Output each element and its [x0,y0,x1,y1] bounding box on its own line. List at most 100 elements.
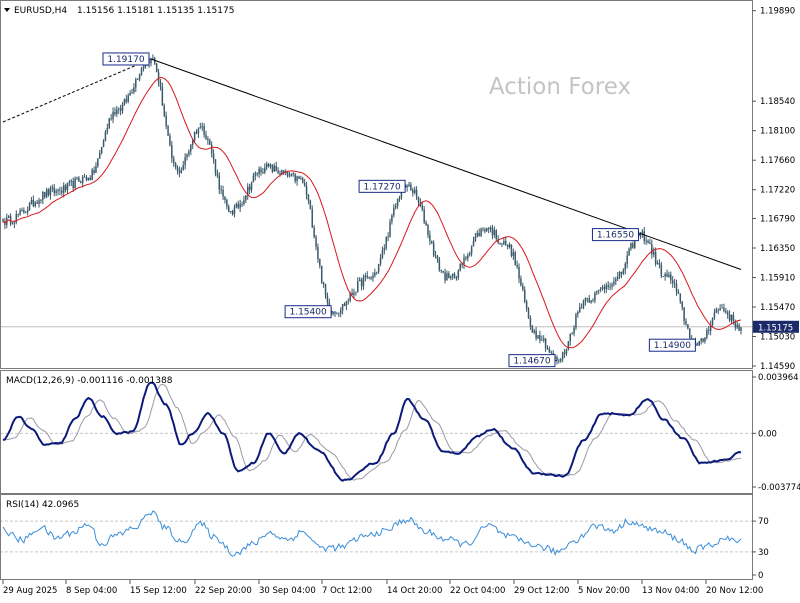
candle [630,242,632,251]
candle [165,111,167,130]
candle-body [360,279,363,287]
candle [415,186,418,200]
candle-body [157,72,160,83]
candle-body [474,236,477,242]
candle [523,286,526,304]
candle-body [142,67,145,69]
candle-body [396,198,399,207]
candle-body [224,196,226,201]
candle [224,196,226,204]
dashed-trendline [2,58,152,123]
candle [449,275,452,281]
candle [489,225,492,233]
rsi-axis-label: 30 [758,548,769,558]
candle-body [548,348,551,353]
candle-body [609,286,611,288]
candle [370,275,372,281]
candle [398,195,401,202]
candle-body [74,178,76,188]
candle [601,284,604,291]
candle [13,220,16,229]
candle-body [689,328,691,339]
candle-body [702,338,704,342]
candle [319,258,321,269]
price-panel-frame [0,0,753,369]
candle-body [628,248,630,256]
candle-body [679,293,682,302]
candle-body [535,330,537,339]
candle [222,185,224,201]
candle-body [358,279,361,282]
candle [127,93,129,104]
candle-body [622,270,625,274]
candle [322,281,325,288]
symbol-dropdown-icon[interactable] [4,8,10,12]
symbol-label[interactable]: EURUSD,H4 [14,6,67,16]
time-axis-label: 14 Oct 20:00 [387,586,442,596]
candle-body [738,324,740,331]
candle-body [427,225,429,236]
candle-body [652,251,655,255]
candle-body [715,309,718,313]
candle-body [563,352,566,354]
rsi-panel-frame [0,494,753,580]
candle-body [161,86,164,106]
candle [17,213,19,218]
candle [112,107,114,124]
candle [599,286,602,293]
candle-body [231,211,234,215]
candle-body [229,211,232,212]
candle [421,201,424,212]
time-axis-label: 13 Nov 04:00 [642,586,699,596]
candle [91,168,93,181]
candle [95,162,97,173]
candle [264,163,266,175]
candle [355,291,357,296]
candle-body [243,200,245,205]
candle [78,176,80,182]
candle-body [495,230,498,240]
candle [561,351,564,363]
candle-body [30,199,33,204]
price-axis-label: 1.16790 [760,215,795,225]
candle [182,160,184,171]
candle-body [347,300,350,302]
candle [535,327,537,341]
candle-body [408,184,410,187]
candle-body [34,202,37,207]
candle [377,263,380,274]
candle [125,94,128,104]
candle [664,272,666,281]
candle-body [108,118,110,128]
candle-body [339,310,342,314]
candle-body [499,242,501,244]
price-axis-label: 1.17220 [760,186,795,196]
candle-body [673,283,676,285]
candle-body [13,222,16,224]
candle [362,274,365,290]
candle [491,224,494,240]
candle-body [123,99,126,105]
candle-body [61,190,63,193]
candle-body [537,335,539,339]
candle-body [588,298,590,303]
candle-body [317,246,319,260]
candle-body [121,104,124,111]
candle-body [442,271,444,273]
candle-body [685,320,687,325]
candle [448,271,450,279]
candle-body [632,243,634,248]
candle-body [195,132,198,134]
candle [624,261,627,275]
candle-body [246,186,249,196]
candle-body [235,203,238,208]
candle-body [734,321,737,328]
candle [252,172,255,183]
candle-body [9,216,12,225]
candle-body [264,167,266,173]
candle [11,222,14,225]
candle-body [362,277,365,287]
candle [235,202,238,209]
